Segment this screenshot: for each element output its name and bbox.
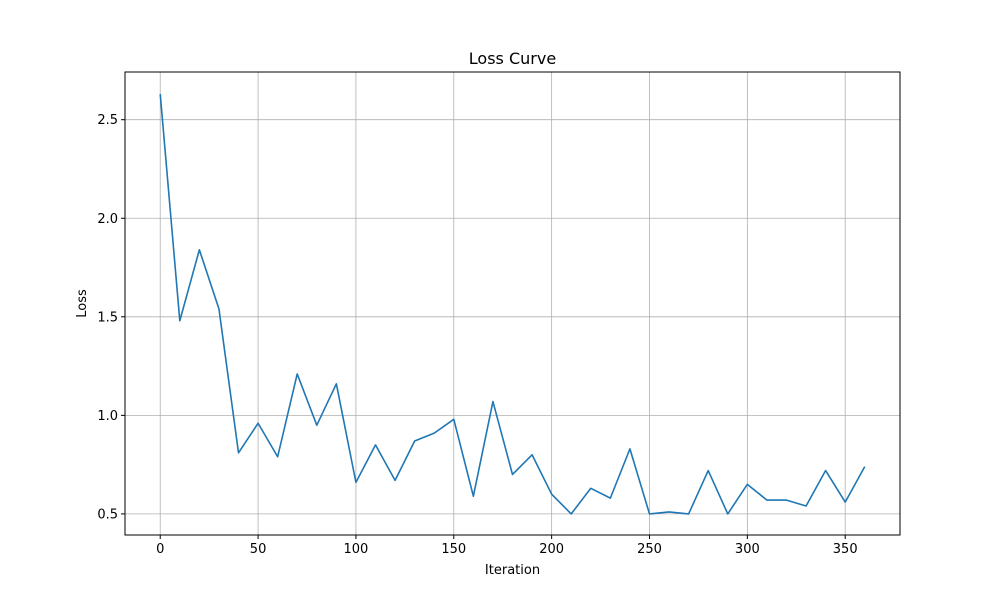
data-point xyxy=(316,424,318,426)
data-point xyxy=(453,418,455,420)
data-point xyxy=(570,513,572,515)
data-point xyxy=(512,473,514,475)
data-point xyxy=(492,401,494,403)
y-tick-label: 0.5 xyxy=(97,507,118,522)
ticks: 0 50 100 150 200 250 300 350 0.5 1.0 1.5 2.0 2.5 xyxy=(97,113,857,557)
data-point xyxy=(707,470,709,472)
data-point xyxy=(159,93,161,95)
series-line xyxy=(159,94,866,515)
y-tick-label: 1.5 xyxy=(97,310,118,325)
data-point xyxy=(394,479,396,481)
data-point xyxy=(257,422,259,424)
data-point xyxy=(551,493,553,495)
grid xyxy=(125,72,900,535)
data-point xyxy=(433,432,435,434)
data-point xyxy=(688,513,690,515)
data-point xyxy=(472,495,474,497)
data-point xyxy=(746,483,748,485)
series-layer xyxy=(159,93,866,515)
data-point xyxy=(629,448,631,450)
data-point xyxy=(238,452,240,454)
data-point xyxy=(218,308,220,310)
data-point xyxy=(766,499,768,501)
y-axis-label: Loss xyxy=(75,289,90,318)
data-point xyxy=(648,513,650,515)
x-axis-label: Iteration xyxy=(485,563,540,578)
y-tick-label: 2.0 xyxy=(97,212,118,227)
y-tick-label: 1.0 xyxy=(97,409,118,424)
x-tick-label: 0 xyxy=(156,542,164,557)
data-point xyxy=(531,454,533,456)
data-point xyxy=(179,320,181,322)
data-point xyxy=(296,373,298,375)
plot-frame xyxy=(124,71,901,536)
data-point xyxy=(825,470,827,472)
x-tick-label: 250 xyxy=(637,542,662,557)
x-tick-label: 150 xyxy=(441,542,466,557)
data-point xyxy=(198,249,200,251)
data-point xyxy=(375,444,377,446)
x-tick-label: 200 xyxy=(539,542,564,557)
x-tick-label: 300 xyxy=(735,542,760,557)
y-tick-label: 2.5 xyxy=(97,113,118,128)
data-point xyxy=(805,505,807,507)
data-point xyxy=(414,440,416,442)
x-tick-label: 350 xyxy=(833,542,858,557)
chart-title: Loss Curve xyxy=(469,49,556,68)
data-point xyxy=(727,513,729,515)
x-tick-label: 100 xyxy=(344,542,369,557)
data-point xyxy=(335,383,337,385)
data-point xyxy=(668,511,670,513)
data-point xyxy=(277,456,279,458)
data-point xyxy=(355,481,357,483)
data-point xyxy=(844,501,846,503)
data-point xyxy=(590,487,592,489)
data-point xyxy=(785,499,787,501)
data-point xyxy=(864,466,866,468)
data-point xyxy=(609,497,611,499)
x-tick-label: 50 xyxy=(250,542,267,557)
